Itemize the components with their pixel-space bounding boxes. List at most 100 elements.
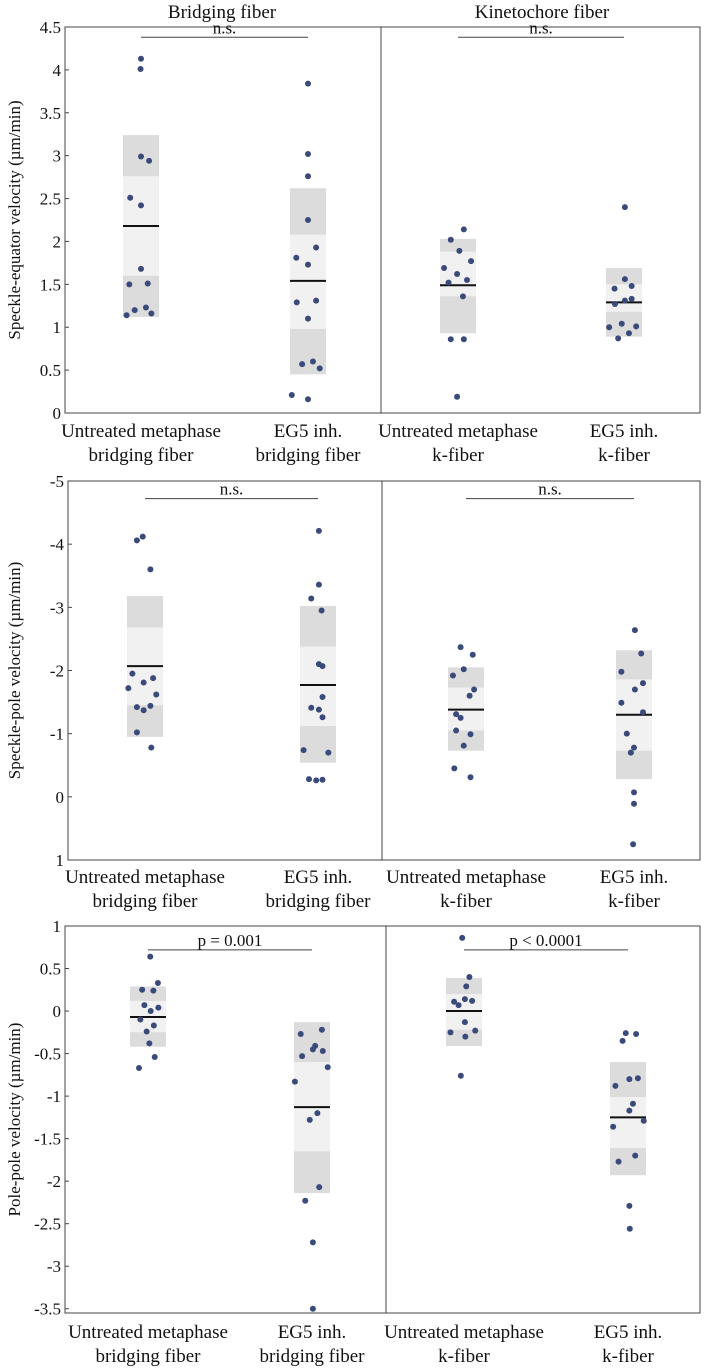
data-point (469, 651, 476, 658)
data-point (313, 297, 320, 304)
data-point (141, 1002, 148, 1009)
x-category-label: k-fiber (438, 1346, 490, 1367)
y-tick-label: 3 (53, 147, 62, 166)
data-point (291, 1078, 298, 1085)
data-point (147, 953, 154, 960)
y-tick-label: -1 (47, 1087, 61, 1106)
data-point (299, 361, 306, 368)
data-point (319, 694, 326, 701)
data-point (622, 1030, 629, 1037)
y-tick-label: -3.5 (34, 1300, 61, 1319)
data-point (325, 749, 332, 756)
data-point (155, 1004, 162, 1011)
data-point (316, 1184, 323, 1191)
significance-label: n.s. (529, 18, 553, 37)
data-point (305, 315, 311, 322)
data-point (456, 247, 463, 254)
data-point (142, 304, 149, 311)
data-point (312, 1042, 319, 1049)
data-point (633, 323, 640, 330)
data-point (147, 702, 154, 709)
data-point (129, 670, 136, 677)
data-point (640, 1117, 647, 1124)
x-category-label: Untreated metaphase (68, 1322, 228, 1343)
data-point (623, 730, 630, 737)
plot-frame (64, 925, 701, 1314)
data-point (626, 1225, 633, 1232)
x-category-label: EG5 inh. (594, 1322, 663, 1343)
data-point (150, 1022, 157, 1029)
data-point (467, 774, 474, 781)
data-point (627, 749, 634, 756)
x-category-label: k-fiber (432, 445, 484, 466)
data-point (632, 1152, 639, 1159)
data-point (606, 324, 613, 331)
data-point (133, 537, 140, 544)
y-tick-label: -2.5 (34, 1215, 61, 1234)
y-tick-label: -2 (50, 662, 64, 681)
data-point (460, 666, 467, 673)
x-category-label: Untreated metaphase (384, 1322, 544, 1343)
data-point (631, 686, 638, 693)
x-category-label: Untreated metaphase (378, 421, 538, 442)
data-point (308, 595, 315, 602)
data-point (319, 663, 326, 670)
data-point (451, 765, 458, 772)
data-point (615, 335, 622, 342)
data-point (300, 747, 307, 754)
data-point (447, 236, 454, 243)
data-point (146, 157, 153, 164)
data-point (461, 996, 468, 1003)
panel-1: 0 0.5 1 1.5 2 2.5 3 3.5 4 4.5 Speckle-equator velo… (5, 18, 701, 466)
x-category-label: bridging fiber (95, 1346, 201, 1367)
data-point (451, 998, 458, 1005)
data-point (457, 644, 464, 651)
data-point (153, 691, 160, 698)
y-tick-label: 0 (56, 788, 65, 807)
data-point (305, 261, 311, 268)
data-point (313, 777, 320, 784)
data-point (621, 297, 628, 304)
data-point (139, 533, 146, 540)
data-point (631, 627, 638, 634)
data-point (319, 714, 326, 721)
sd-box (300, 646, 336, 727)
data-point (305, 150, 311, 157)
x-category-label: bridging fiber (255, 445, 361, 466)
data-point (612, 1082, 619, 1089)
y-tick-label: 1.5 (40, 275, 61, 294)
data-point (318, 1026, 325, 1033)
data-point (309, 1239, 316, 1246)
y-tick-label: -1 (50, 725, 64, 744)
data-point (147, 1008, 154, 1015)
data-point (445, 279, 452, 286)
data-point (618, 320, 625, 327)
data-point (640, 709, 646, 716)
data-point (319, 1048, 326, 1055)
data-point (618, 699, 625, 706)
data-point (610, 1123, 617, 1130)
y-tick-label: -2 (47, 1172, 61, 1191)
y-tick-label: 0.5 (40, 960, 61, 979)
data-point (634, 1075, 641, 1082)
y-tick-label: -1.5 (34, 1130, 61, 1149)
plot-frame (64, 26, 701, 414)
data-point (460, 226, 467, 233)
significance-label: n.s. (213, 18, 237, 37)
data-point (462, 1033, 469, 1040)
x-category-label: k-fiber (440, 891, 492, 912)
data-point (305, 217, 311, 223)
data-point (324, 1064, 331, 1071)
x-category-label: EG5 inh. (278, 1322, 347, 1343)
data-point (143, 1028, 150, 1035)
y-tick-label: 4.5 (40, 18, 61, 37)
data-point (133, 704, 140, 711)
data-point (138, 55, 144, 62)
data-point (299, 1053, 306, 1060)
y-tick-label: -0.5 (34, 1045, 61, 1064)
data-point (618, 668, 625, 675)
data-point (638, 650, 645, 657)
data-point (318, 607, 325, 614)
data-point (138, 265, 144, 272)
